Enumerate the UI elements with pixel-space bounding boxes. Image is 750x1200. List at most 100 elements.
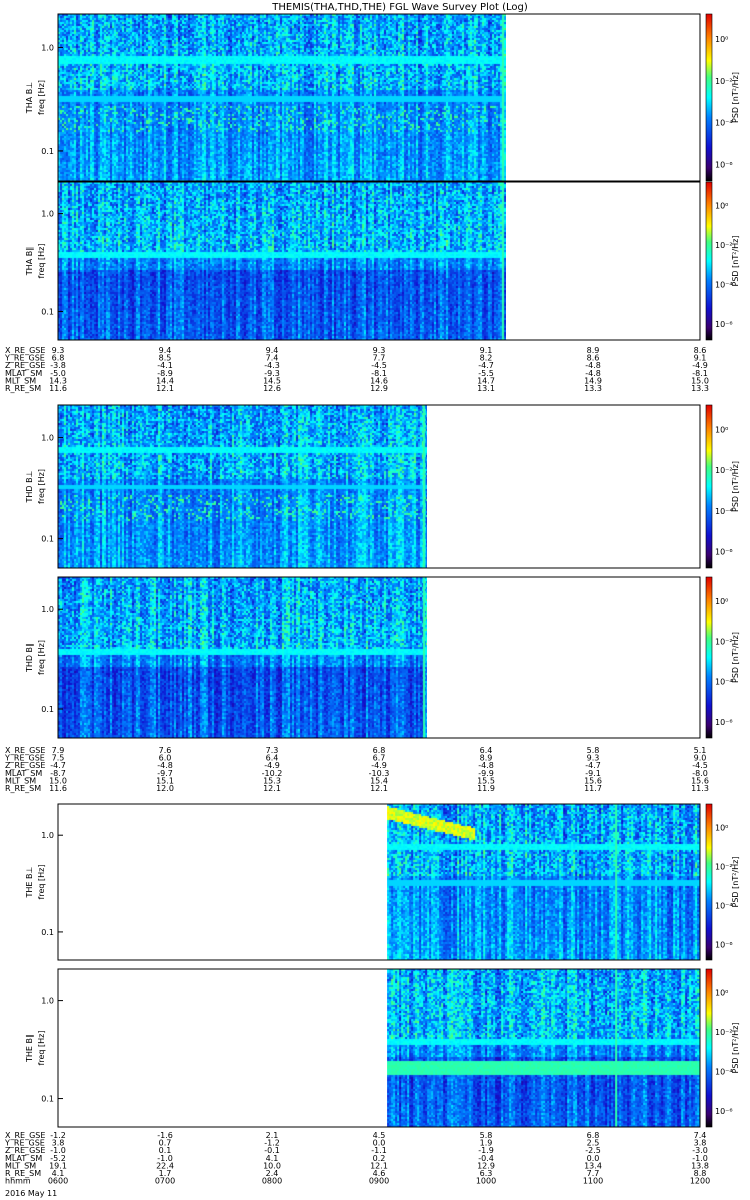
y-tick-label: 1.0	[41, 605, 54, 614]
ephemeris-value: 12.1	[370, 784, 388, 793]
colorbar-tick-label: 10⁰	[715, 425, 728, 434]
panel-frame	[57, 803, 701, 961]
ephemeris-value: -4.5	[692, 761, 708, 770]
ephemeris-value: 9.4	[266, 346, 279, 355]
spectrogram-panel: 1.0 0.1 THE B∥ freq [Hz] 10⁰ 10⁻² 10⁻⁴ 10⁻⁶ PSD …	[25, 968, 740, 1128]
colorbar	[705, 803, 713, 961]
colorbar-tick-label: 10⁻⁶	[715, 320, 733, 329]
ephemeris-value: 7.6	[159, 746, 172, 755]
ephemeris-value: -8.0	[692, 769, 708, 778]
ephemeris-value: 6.0	[159, 754, 172, 763]
psd-axis-label: PSD [nT²/Hz]	[731, 236, 740, 287]
ephemeris-value: -0.1	[264, 1146, 280, 1155]
y-tick-label: 0.1	[41, 535, 54, 544]
ephemeris-row-label: MLT_SM	[5, 1161, 36, 1170]
freq-axis-label: freq [Hz]	[37, 469, 46, 504]
ephemeris-value: -3.8	[50, 361, 66, 370]
ephemeris-value: -1.1	[371, 1146, 387, 1155]
ephemeris-value: 8.6	[694, 346, 707, 355]
ephemeris-value: 7.4	[694, 1131, 707, 1140]
ephemeris-row-label: Z_RE_GSE	[5, 1146, 45, 1155]
colorbar-tick-label: 10⁻²	[715, 466, 733, 475]
ephemeris-value: 11.9	[477, 784, 495, 793]
ephemeris-value: 7.5	[52, 754, 65, 763]
ephemeris-value: 4.1	[52, 1169, 65, 1178]
ephemeris-value: 1100	[583, 1177, 603, 1186]
colorbar-tick-label: 10⁻⁶	[715, 718, 733, 727]
colorbar-tick-label: 10⁻⁶	[715, 1107, 733, 1116]
ephemeris-value: -9.7	[157, 769, 173, 778]
ephemeris-value: 12.1	[156, 384, 174, 393]
freq-axis-label: freq [Hz]	[37, 640, 46, 675]
ephemeris-row-label: MLAT_SM	[5, 369, 42, 378]
ephemeris-value: 13.3	[691, 384, 709, 393]
ephemeris-value: -1.0	[692, 1154, 708, 1163]
ephemeris-row-label: R_RE_SM	[5, 1169, 41, 1178]
ephemeris-value: -2.5	[585, 1146, 601, 1155]
ephemeris-value: 14.3	[49, 376, 67, 385]
ephemeris-row-label: Z_RE_GSE	[5, 361, 45, 370]
spectrogram-panel: 1.0 0.1 THD B∥ freq [Hz] 10⁰ 10⁻² 10⁻⁴ 10⁻⁶ PSD …	[25, 576, 740, 739]
colorbar-tick-label: 10⁻²	[715, 77, 733, 86]
ephemeris-value: 9.0	[694, 754, 707, 763]
ephemeris-value: -4.7	[585, 761, 601, 770]
ephemeris-row-label: R_RE_SM	[5, 384, 41, 393]
ephemeris-value: -4.7	[478, 361, 494, 370]
panel-frame	[57, 13, 701, 182]
colorbar-tick-label: 10⁰	[715, 823, 728, 832]
ephemeris-value: 15.0	[49, 776, 67, 785]
ephemeris-value: 12.9	[370, 384, 388, 393]
ephemeris-value: 13.8	[691, 1161, 709, 1170]
ephemeris-value: 12.9	[477, 1161, 495, 1170]
ephemeris-value: 7.7	[587, 1169, 600, 1178]
ephemeris-value: -1.9	[478, 1146, 494, 1155]
ephemeris-value: -1.0	[157, 1154, 173, 1163]
y-tick-label: 0.1	[41, 705, 54, 714]
ephemeris-table: X_RE_GSEY_RE_GSEZ_RE_GSEMLAT_SMMLT_SMR_R…	[4, 346, 709, 393]
ephemeris-value: 8.2	[480, 354, 493, 363]
panel-label: THE B∥	[25, 1034, 34, 1063]
ephemeris-value: -8.1	[692, 369, 708, 378]
ephemeris-value: -1.2	[264, 1139, 280, 1148]
ephemeris-value: 4.6	[373, 1169, 386, 1178]
colorbar-tick-label: 10⁰	[715, 35, 728, 44]
ephemeris-value: 12.0	[156, 784, 174, 793]
ephemeris-value: 14.5	[263, 376, 281, 385]
spectrogram-panel: 1.0 0.1 THA B∥ freq [Hz] 10⁰ 10⁻² 10⁻⁴ 10⁻⁶ PSD …	[25, 181, 740, 341]
panel-label: THD B∥	[25, 643, 34, 673]
y-tick-label: 1.0	[41, 831, 54, 840]
ephemeris-value: 6.8	[587, 1131, 600, 1140]
ephemeris-value: 7.3	[266, 746, 279, 755]
ephemeris-value: 11.3	[691, 784, 709, 793]
ephemeris-row-label: X_RE_GSE	[5, 746, 45, 755]
ephemeris-value: 9.4	[159, 346, 172, 355]
psd-axis-label: PSD [nT²/Hz]	[731, 857, 740, 908]
ephemeris-row-label: Y_RE_GSE	[4, 754, 45, 763]
ephemeris-value: -4.8	[157, 761, 173, 770]
ephemeris-value: 15.6	[584, 776, 602, 785]
ephemeris-value: 13.4	[584, 1161, 602, 1170]
ephemeris-value: 8.9	[587, 346, 600, 355]
ephemeris-row-label: Z_RE_GSE	[5, 761, 45, 770]
psd-axis-label: PSD [nT²/Hz]	[731, 632, 740, 683]
ephemeris-row-label: X_RE_GSE	[5, 346, 45, 355]
colorbar-tick-label: 10⁻²	[715, 1028, 733, 1037]
freq-axis-label: freq [Hz]	[37, 80, 46, 115]
ephemeris-value: 13.1	[477, 384, 495, 393]
y-tick-label: 1.0	[41, 43, 54, 52]
ephemeris-value: 5.8	[480, 1131, 493, 1140]
ephemeris-value: -4.3	[264, 361, 280, 370]
ephemeris-value: 15.5	[477, 776, 495, 785]
ephemeris-value: 0700	[155, 1177, 175, 1186]
ephemeris-value: -10.3	[369, 769, 390, 778]
ephemeris-value: 8.6	[587, 354, 600, 363]
colorbar-tick-label: 10⁻²	[715, 241, 733, 250]
spectrogram-panel: 1.0 0.1 THD B⊥ freq [Hz] 10⁰ 10⁻² 10⁻⁴ 10⁻⁶ PSD …	[25, 404, 740, 569]
spectrogram-image	[58, 182, 506, 340]
chart-title: THEMIS(THA,THD,THE) FGL Wave Survey Plot…	[271, 2, 528, 13]
ephemeris-value: 0.2	[373, 1154, 386, 1163]
colorbar	[705, 968, 713, 1128]
colorbar-tick-label: 10⁻⁴	[715, 281, 733, 290]
ephemeris-value: 6.4	[266, 754, 279, 763]
psd-axis-label: PSD [nT²/Hz]	[731, 1023, 740, 1074]
